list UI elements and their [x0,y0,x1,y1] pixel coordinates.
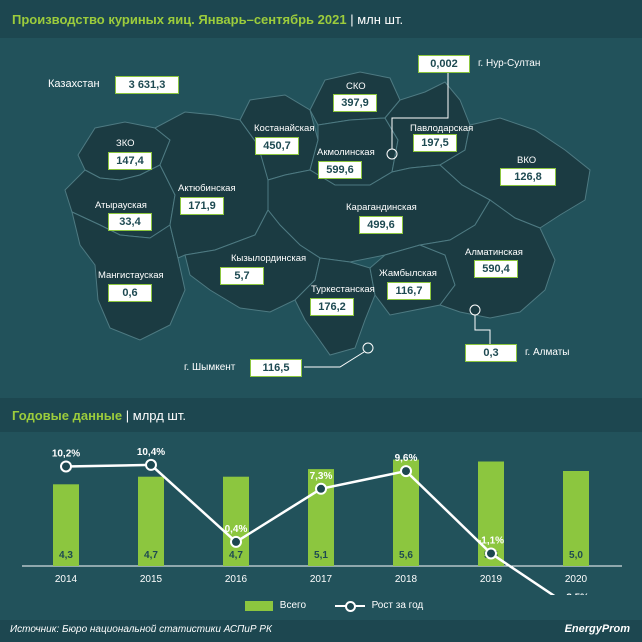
growth-point-2018 [400,465,412,478]
bar-label-2018: 5,6 [399,550,413,561]
region-value-sko: 397,9 [333,94,377,112]
region-value-atyrau: 33,4 [108,213,152,231]
bar-label-2014: 4,3 [59,550,73,561]
region-value-turkestan: 176,2 [310,298,354,316]
growth-point-2017 [315,482,327,495]
growth-label-2015: 10,4% [137,447,165,458]
bar-2015 [138,476,164,566]
tick-label-2019: 2019 [480,574,503,585]
region-value-akmola: 599,6 [318,161,362,179]
tick-label-2017: 2017 [310,574,333,585]
map-title-text: Производство куриных яиц. Январь–сентябр… [12,12,347,27]
city-value-nur-sultan: 0,002 [418,55,470,73]
region-value-almaty: 590,4 [474,260,518,278]
bar-label-2020: 5,0 [569,550,583,561]
region-label-zko: ЗКО [116,138,135,149]
tick-label-2016: 2016 [225,574,248,585]
region-value-mangystau: 0,6 [108,284,152,302]
legend-line-swatch [334,600,365,612]
region-value-zhambyl: 116,7 [387,282,431,300]
shymkent-marker [362,342,374,354]
growth-point-2016 [230,535,242,548]
legend-bar-label: Всего [279,600,307,611]
bar-2018 [393,459,419,566]
growth-label-2017: 7,3% [310,471,333,482]
growth-label-2019: -1,1% [478,535,504,546]
growth-point-2015 [145,458,157,471]
city-label-almaty: г. Алматы [525,347,570,358]
city-value-shymkent: 116,5 [250,359,302,377]
growth-label-2020: -8,5% [563,592,589,595]
region-label-pavlodar: Павлодарская [410,123,474,134]
growth-label-2018: 9,6% [395,453,418,464]
growth-point-2014 [60,460,72,473]
region-label-aktobe: Актюбинская [178,183,236,194]
nur-sultan-leader [391,70,449,149]
tick-label-2020: 2020 [565,574,588,585]
source-text: Источник: Бюро национальной статистики А… [10,624,272,635]
region-almaty [418,199,556,319]
bar-label-2016: 4,7 [229,550,243,561]
region-value-vko: 126,8 [500,168,556,186]
annual-unit: млрд шт. [132,408,186,423]
brand-logo: EnergyProm [564,623,630,635]
annual-title: Годовые данные | млрд шт. [12,408,186,423]
almaty-leader [474,315,491,345]
region-mangystau [71,211,186,341]
region-label-atyrau: Атырауская [95,200,147,211]
growth-point-2019 [485,547,497,560]
total-value: 3 631,3 [115,76,179,94]
region-label-zhambyl: Жамбылская [379,268,437,279]
region-value-kostanay: 450,7 [255,137,299,155]
region-label-karaganda: Карагандинская [346,202,417,213]
map-unit: млн шт. [357,12,404,27]
bar-label-2017: 5,1 [314,550,328,561]
growth-label-2016: 0,4% [225,524,248,535]
region-label-kostanay: Костанайская [254,123,315,134]
total-label: Казахстан [48,78,100,90]
bar-2016 [223,476,249,566]
region-label-akmola: Акмолинская [317,147,375,158]
footer: Источник: Бюро национальной статистики А… [0,620,642,642]
map-title: Производство куриных яиц. Январь–сентябр… [12,12,404,27]
map-header [0,0,642,38]
legend: Всего Рост за год [245,600,424,612]
annual-title-text: Годовые данные [12,408,123,423]
tick-label-2015: 2015 [140,574,163,585]
bar-label-2015: 4,7 [144,550,158,561]
region-value-karaganda: 499,6 [359,216,403,234]
region-label-turkestan: Туркестанская [311,284,375,295]
region-label-sko: СКО [346,81,366,92]
tick-label-2018: 2018 [395,574,418,585]
bar-2020 [563,471,589,566]
tick-label-2014: 2014 [55,574,78,585]
legend-line-label: Рост за год [371,600,424,611]
region-label-mangystau: Мангистауская [98,270,164,281]
shymkent-leader [304,351,365,368]
city-value-almaty: 0,3 [465,344,517,362]
city-label-shymkent: г. Шымкент [184,362,236,373]
region-value-aktobe: 171,9 [180,197,224,215]
region-label-kyzylorda: Кызылординская [231,253,307,264]
annual-header [0,398,642,432]
bar-2014 [53,484,79,566]
annual-chart: 4,320144,720154,720165,120175,620185,520… [22,447,622,595]
region-value-pavlodar: 197,5 [413,134,457,152]
growth-label-2014: 10,2% [52,448,80,459]
region-label-vko: ВКО [517,155,537,166]
legend-bar-swatch [245,600,273,611]
region-value-zko: 147,4 [108,152,152,170]
region-label-almaty: Алматинская [465,247,523,258]
city-label-nur-sultan: г. Нур-Султан [478,58,541,69]
region-value-kyzylorda: 5,7 [220,267,264,285]
